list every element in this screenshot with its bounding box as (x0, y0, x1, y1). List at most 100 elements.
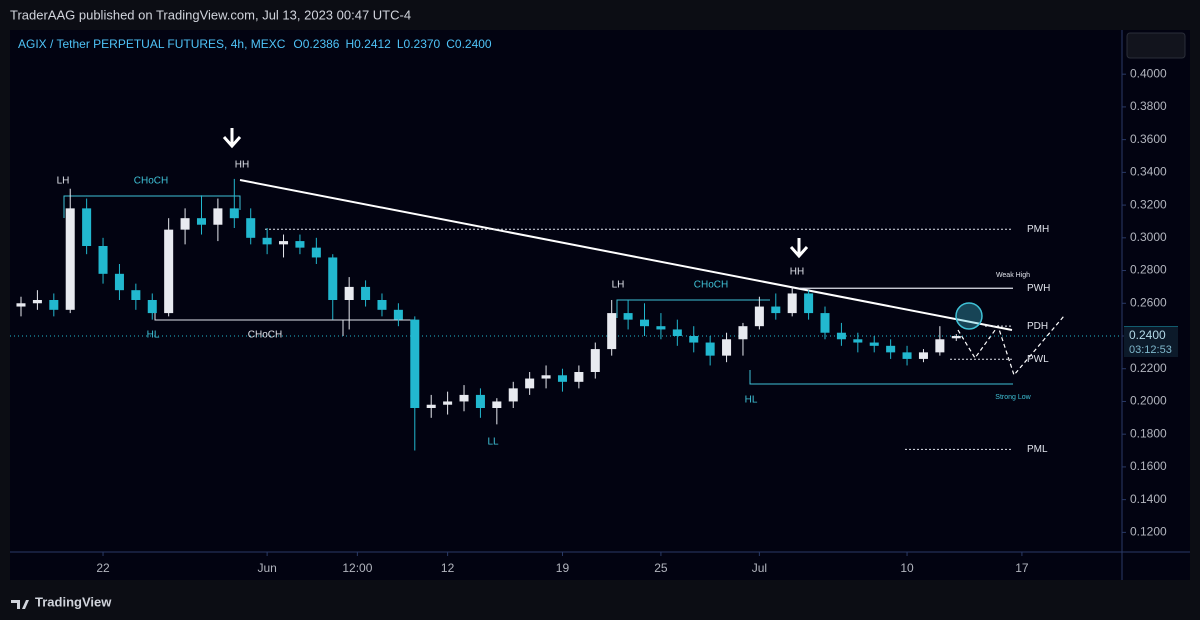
annotation: Strong Low (995, 394, 1031, 401)
candle-body (344, 286, 354, 300)
candle-body (902, 352, 912, 359)
candle-body (787, 293, 797, 314)
candle-body (180, 218, 190, 230)
level-label: PWL (1027, 354, 1049, 365)
candle-body (361, 286, 371, 300)
candle-body (705, 342, 715, 356)
footer-text: TradingView (35, 594, 112, 609)
drawings (10, 128, 1122, 450)
candle-body (459, 394, 469, 402)
y-tick-label: 0.1200 (1130, 525, 1167, 539)
arrow-down (789, 238, 809, 259)
candle-body (32, 300, 42, 304)
x-tick-label: 10 (900, 561, 914, 575)
candle-body (82, 208, 92, 246)
candle-body (328, 257, 338, 300)
x-tick-label: 12:00 (342, 561, 372, 575)
symbol: AGIX / Tether PERPETUAL FUTURES, 4h, MEX… (18, 37, 286, 51)
candle-body (147, 300, 157, 314)
candle-body (65, 208, 75, 310)
candles (16, 178, 961, 451)
annotation: CHoCH (694, 280, 728, 291)
candle-body (377, 300, 387, 310)
candle-body (16, 303, 26, 307)
level-label: PML (1027, 444, 1048, 455)
legend-value: O0.2386 (293, 37, 339, 51)
arrow-down (222, 128, 242, 149)
candle-body (246, 218, 256, 238)
candle-body (279, 241, 289, 245)
y-tick-label: 0.4000 (1130, 66, 1167, 80)
annotation: HL (147, 330, 160, 341)
candle-body (213, 208, 223, 225)
y-tick-label: 0.1600 (1130, 459, 1167, 473)
y-tick-label: 0.2800 (1130, 263, 1167, 277)
y-tick-label: 0.3000 (1130, 230, 1167, 244)
y-tick-label: 0.2000 (1130, 394, 1167, 408)
candle-body (640, 319, 650, 327)
annotation: HH (790, 267, 804, 278)
legend: AGIX / Tether PERPETUAL FUTURES, 4h, MEX… (18, 37, 492, 51)
candle-body (508, 388, 518, 402)
x-tick-label: 17 (1015, 561, 1029, 575)
annotation: Weak High (996, 272, 1030, 279)
candle-body (262, 237, 272, 245)
candle-body (869, 342, 879, 346)
structure-box (616, 299, 770, 318)
annotation: HH (235, 160, 249, 171)
y-tick-label: 0.3400 (1130, 165, 1167, 179)
candle-body (738, 326, 748, 340)
candle-body (590, 349, 600, 372)
candle-body (410, 319, 420, 408)
header-text: TraderAAG published on TradingView.com, … (10, 7, 411, 22)
grid: 0.1200 0.1400 0.1600 0.1800 0.2000 0.2200 0.24… (96, 66, 1167, 575)
candle-body (951, 336, 961, 339)
structure-box (63, 195, 241, 218)
y-tick-label: 0.3800 (1130, 99, 1167, 113)
highlight-circle (955, 302, 983, 330)
candle-body (689, 336, 699, 343)
annotation: LL (487, 437, 499, 448)
chart-area (10, 30, 1190, 580)
candle-body (771, 306, 781, 314)
candle-body (426, 404, 436, 408)
x-tick-label: 19 (556, 561, 570, 575)
candle-body (229, 208, 239, 219)
candle-body (131, 290, 141, 300)
countdown: 03:12:53 (1129, 344, 1172, 356)
settings-button[interactable] (1126, 32, 1186, 59)
candle-body (393, 309, 403, 320)
y-tick-label: 0.3200 (1130, 197, 1167, 211)
candle-body (475, 394, 485, 408)
candle-body (607, 313, 617, 350)
x-tick-label: Jul (752, 561, 767, 575)
candle-body (918, 352, 928, 359)
structure-box (749, 370, 1013, 385)
y-tick-label: 0.2200 (1130, 361, 1167, 375)
candle-body (49, 300, 59, 310)
y-tick-label: 0.1800 (1130, 426, 1167, 440)
trendline (239, 179, 1013, 331)
x-tick-label: Jun (257, 561, 276, 575)
candle-body (443, 401, 453, 405)
level-label: PWH (1027, 283, 1050, 294)
candle-body (820, 313, 830, 333)
candle-body (295, 241, 305, 248)
candle-body (722, 339, 732, 356)
labels: PMH PWH PDH PWL PML LH CHoCH HH HL CHoCH LL LH CHoCH… (57, 160, 1178, 455)
x-tick-label: 25 (654, 561, 668, 575)
x-tick-label: 12 (441, 561, 455, 575)
footer-logo: TradingView (11, 594, 112, 609)
annotation: LH (612, 280, 625, 291)
candle-body (804, 293, 814, 314)
annotation: LH (57, 176, 70, 187)
candle-body (541, 375, 551, 379)
candle-body (311, 247, 321, 258)
candle-body (98, 246, 108, 274)
candle-body (836, 332, 846, 340)
x-tick-label: 22 (96, 561, 110, 575)
y-tick-label: 0.3600 (1130, 132, 1167, 146)
price-marker-box (1124, 327, 1178, 357)
